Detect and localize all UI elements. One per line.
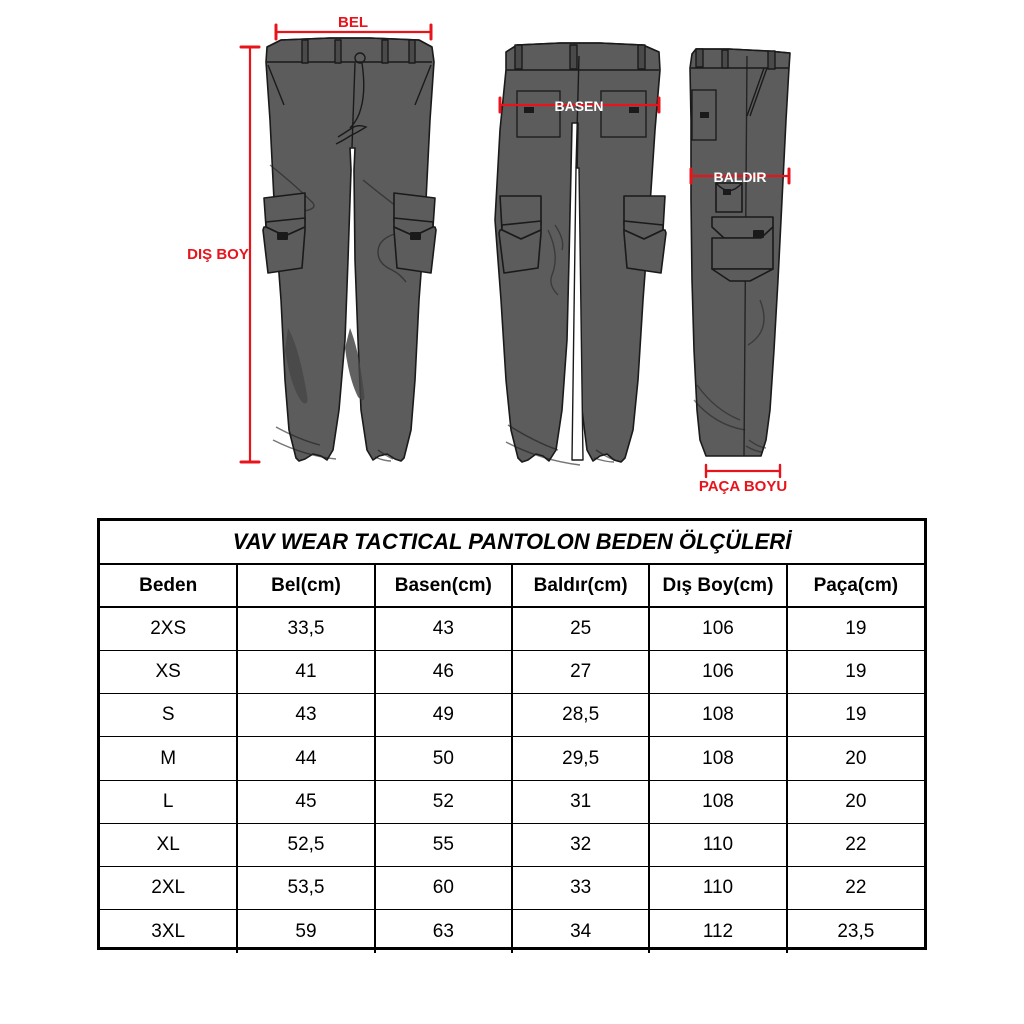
svg-text:BASEN: BASEN bbox=[554, 98, 603, 114]
svg-text:BEL: BEL bbox=[338, 14, 368, 31]
svg-text:PAÇA BOYU: PAÇA BOYU bbox=[699, 478, 787, 495]
svg-text:BALDIR: BALDIR bbox=[714, 169, 767, 185]
svg-text:DIŞ BOY: DIŞ BOY bbox=[187, 246, 249, 263]
